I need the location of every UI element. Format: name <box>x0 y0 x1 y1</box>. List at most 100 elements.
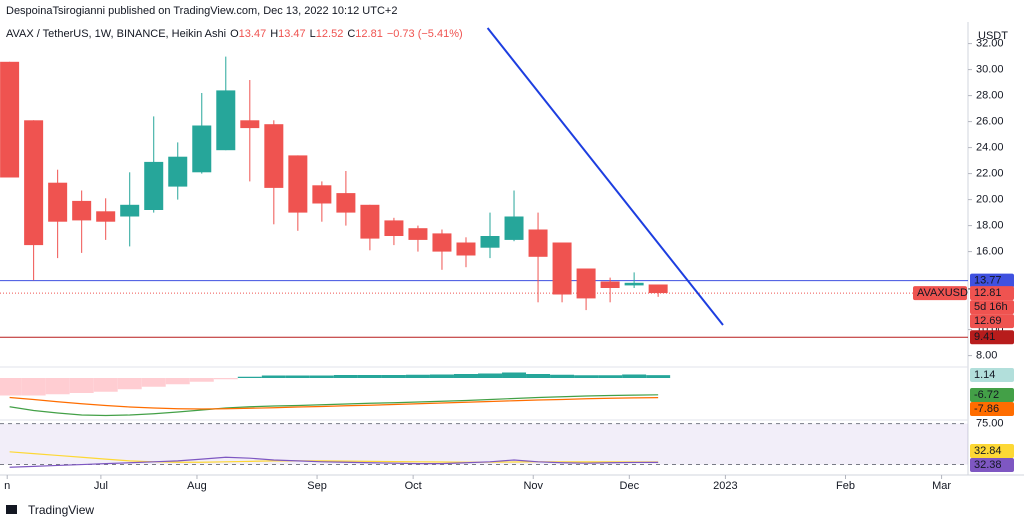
x-tick-label: Oct <box>405 480 422 492</box>
macd-histogram <box>429 374 454 378</box>
candle-body <box>336 193 356 213</box>
symbol-tag-bg <box>913 286 967 301</box>
macd-line <box>9 394 659 417</box>
candle-body <box>552 242 572 295</box>
macd-histogram <box>141 378 166 387</box>
ohlc-letter: H <box>270 28 278 40</box>
x-tick-label: Nov <box>523 480 543 492</box>
rsi-label-bg <box>970 458 1014 472</box>
change: −0.73 (−5.41%) <box>387 28 463 40</box>
candle-body <box>312 185 332 204</box>
macd-histogram <box>478 373 503 378</box>
x-tick-label: Sep <box>307 480 327 492</box>
x-tick-label: 2023 <box>713 480 737 492</box>
y-tick-label: 20.00 <box>976 194 1004 206</box>
candle-body <box>144 161 164 210</box>
y-tick-label: 8.00 <box>976 350 997 362</box>
y-tick-label: 16.00 <box>976 246 1004 258</box>
y-tick-label: 32.00 <box>976 38 1004 50</box>
macd-histogram <box>405 374 430 378</box>
macd-label: -6.72 <box>974 389 999 401</box>
candle-body <box>408 228 428 240</box>
ohlc-value: 12.81 <box>355 28 383 40</box>
x-tick-label: n <box>4 480 10 492</box>
candle-body <box>96 211 116 222</box>
signal-label-bg <box>970 402 1014 416</box>
y-tick-label: 28.00 <box>976 90 1004 102</box>
level-label-bg <box>970 273 1014 288</box>
candle-body <box>504 216 524 240</box>
x-tick-label: Mar <box>932 480 951 492</box>
ohlc-value: 13.47 <box>278 28 306 40</box>
candle-body <box>432 233 452 252</box>
macd-histogram <box>165 378 190 385</box>
countdown-bg <box>970 300 1014 315</box>
footer-logo: TradingView <box>6 503 94 517</box>
macd-histogram <box>333 375 358 378</box>
macd-histogram <box>309 375 334 378</box>
candle-body <box>24 120 44 246</box>
macd-histogram <box>526 374 551 378</box>
candle-body <box>168 156 188 187</box>
symbol: AVAX / TetherUS, 1W, BINANCE, Heikin Ash… <box>6 28 226 40</box>
rsi-line <box>9 456 659 468</box>
macd-histogram <box>598 375 623 378</box>
macd-histogram <box>381 375 406 378</box>
macd-histogram <box>285 375 310 378</box>
candle-body <box>192 125 212 173</box>
macd-label-bg <box>970 388 1014 402</box>
rsi-ma-label: 32.84 <box>974 445 1002 457</box>
candle-body <box>240 120 260 129</box>
ohlc-value: 12.52 <box>316 28 344 40</box>
level-label: 13.77 <box>974 274 1002 286</box>
macd-histogram <box>69 378 94 393</box>
candle-body <box>360 204 380 239</box>
macd-histogram <box>117 378 142 390</box>
last-price-label-bg <box>970 286 1014 301</box>
symbol-tag: AVAXUSDT <box>917 287 975 299</box>
level-label: 9.41 <box>974 331 995 343</box>
rsi-tick-label: 75.00 <box>976 418 1004 430</box>
y-tick-label: 26.00 <box>976 116 1004 128</box>
legend: AVAX / TetherUS, 1W, BINANCE, Heikin Ash… <box>6 28 463 40</box>
rsi-ma-label-bg <box>970 444 1014 458</box>
x-tick-label: Aug <box>187 480 207 492</box>
macd-histogram <box>550 374 575 378</box>
candle-body <box>648 284 668 294</box>
macd-histogram <box>622 374 647 378</box>
ohlc-value: 13.47 <box>239 28 267 40</box>
y-tick-label: 18.00 <box>976 220 1004 232</box>
y-tick-label: 24.00 <box>976 142 1004 154</box>
macd-histogram <box>93 378 118 392</box>
candle-body <box>576 268 596 299</box>
candle-body <box>480 236 500 248</box>
candle-body <box>48 182 68 222</box>
currency: USDT <box>978 30 1008 42</box>
y-tick-label: 22.00 <box>976 168 1004 180</box>
macd-histogram <box>213 378 238 380</box>
macd-histogram <box>21 378 46 396</box>
macd-histogram <box>0 378 22 396</box>
macd-hist-label: 1.14 <box>974 369 995 381</box>
last-price-label: 12.81 <box>974 287 1002 299</box>
candle-body <box>384 220 404 236</box>
trendline <box>486 27 724 326</box>
macd-histogram <box>357 375 382 378</box>
macd-hist-label-bg <box>970 368 1014 382</box>
countdown: 5d 16h <box>974 301 1008 313</box>
x-tick-label: Dec <box>620 480 640 492</box>
x-tick-label: Feb <box>836 480 855 492</box>
macd-histogram <box>45 378 70 395</box>
candle-body <box>120 204 140 217</box>
candle-body <box>216 90 236 151</box>
y-tick-label: 30.00 <box>976 64 1004 76</box>
candle-body <box>624 282 644 286</box>
macd-histogram <box>237 376 262 378</box>
macd-histogram <box>261 375 286 378</box>
publish-note: DespoinaTsirogianni published on Trading… <box>6 5 397 17</box>
macd-histogram <box>646 375 671 378</box>
level-label-bg <box>970 330 1014 345</box>
candle-body <box>264 124 284 188</box>
signal-label: -7.86 <box>974 403 999 415</box>
